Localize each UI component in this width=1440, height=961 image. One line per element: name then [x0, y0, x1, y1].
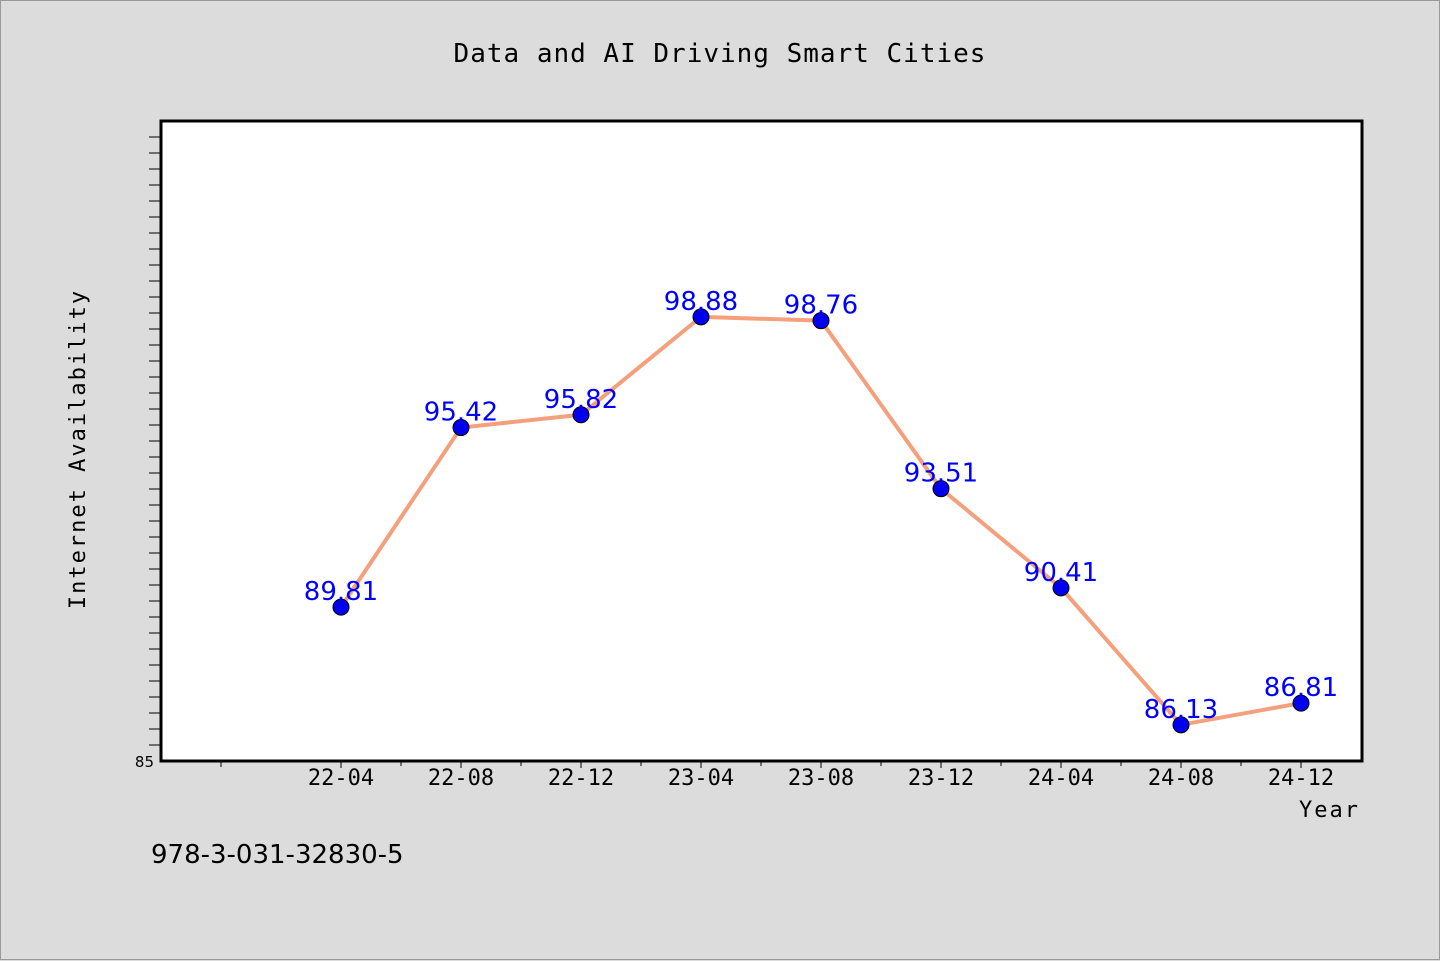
x-axis-label: Year: [1299, 798, 1360, 823]
data-point-marker: [812, 312, 830, 330]
x-tick-label: 24-04: [1028, 766, 1094, 791]
x-tick-label: 22-04: [308, 766, 374, 791]
data-label: 98.76: [784, 291, 858, 321]
data-point-marker: [332, 598, 350, 616]
series-layer: 89.81 95.42 95.82 98.88 98.76 93.51 90.41 86.13…: [304, 287, 1338, 734]
data-label: 89.81: [304, 577, 378, 607]
isbn-footer: 978-3-031-32830-5: [151, 840, 404, 870]
data-point-marker: [692, 308, 710, 326]
plot-area: [159, 119, 1364, 763]
x-tick-label: 22-08: [428, 766, 494, 791]
data-label: 95.42: [424, 398, 498, 428]
y-axis-label: Internet Availability: [66, 289, 91, 609]
x-tick-label: 22-12: [548, 766, 614, 791]
data-label: 86.13: [1144, 695, 1218, 725]
y-axis-ticks: [149, 136, 161, 746]
data-point-marker: [572, 406, 590, 424]
x-tick-label: 23-04: [668, 766, 734, 791]
data-label: 90.41: [1024, 558, 1098, 588]
data-point-marker: [1172, 716, 1190, 734]
data-label: 86.81: [1264, 673, 1338, 703]
data-point-marker: [932, 480, 950, 498]
data-label: 93.51: [904, 459, 978, 489]
chart-title: Data and AI Driving Smart Cities: [454, 39, 987, 69]
x-tick-label: 23-12: [908, 766, 974, 791]
data-point-marker: [1052, 579, 1070, 597]
y-tick-label-85: 85: [135, 753, 154, 771]
data-label: 95.82: [544, 385, 618, 415]
x-tick-label: 24-12: [1268, 766, 1334, 791]
data-label: 98.88: [664, 287, 738, 317]
x-axis-ticks: 22-04 22-08 22-12 23-04 23-08 23-12 24-04 24-08…: [220, 761, 1334, 791]
x-tick-label: 24-08: [1148, 766, 1214, 791]
data-point-marker: [452, 419, 470, 437]
data-point-marker: [1292, 694, 1310, 712]
x-tick-label: 23-08: [788, 766, 854, 791]
